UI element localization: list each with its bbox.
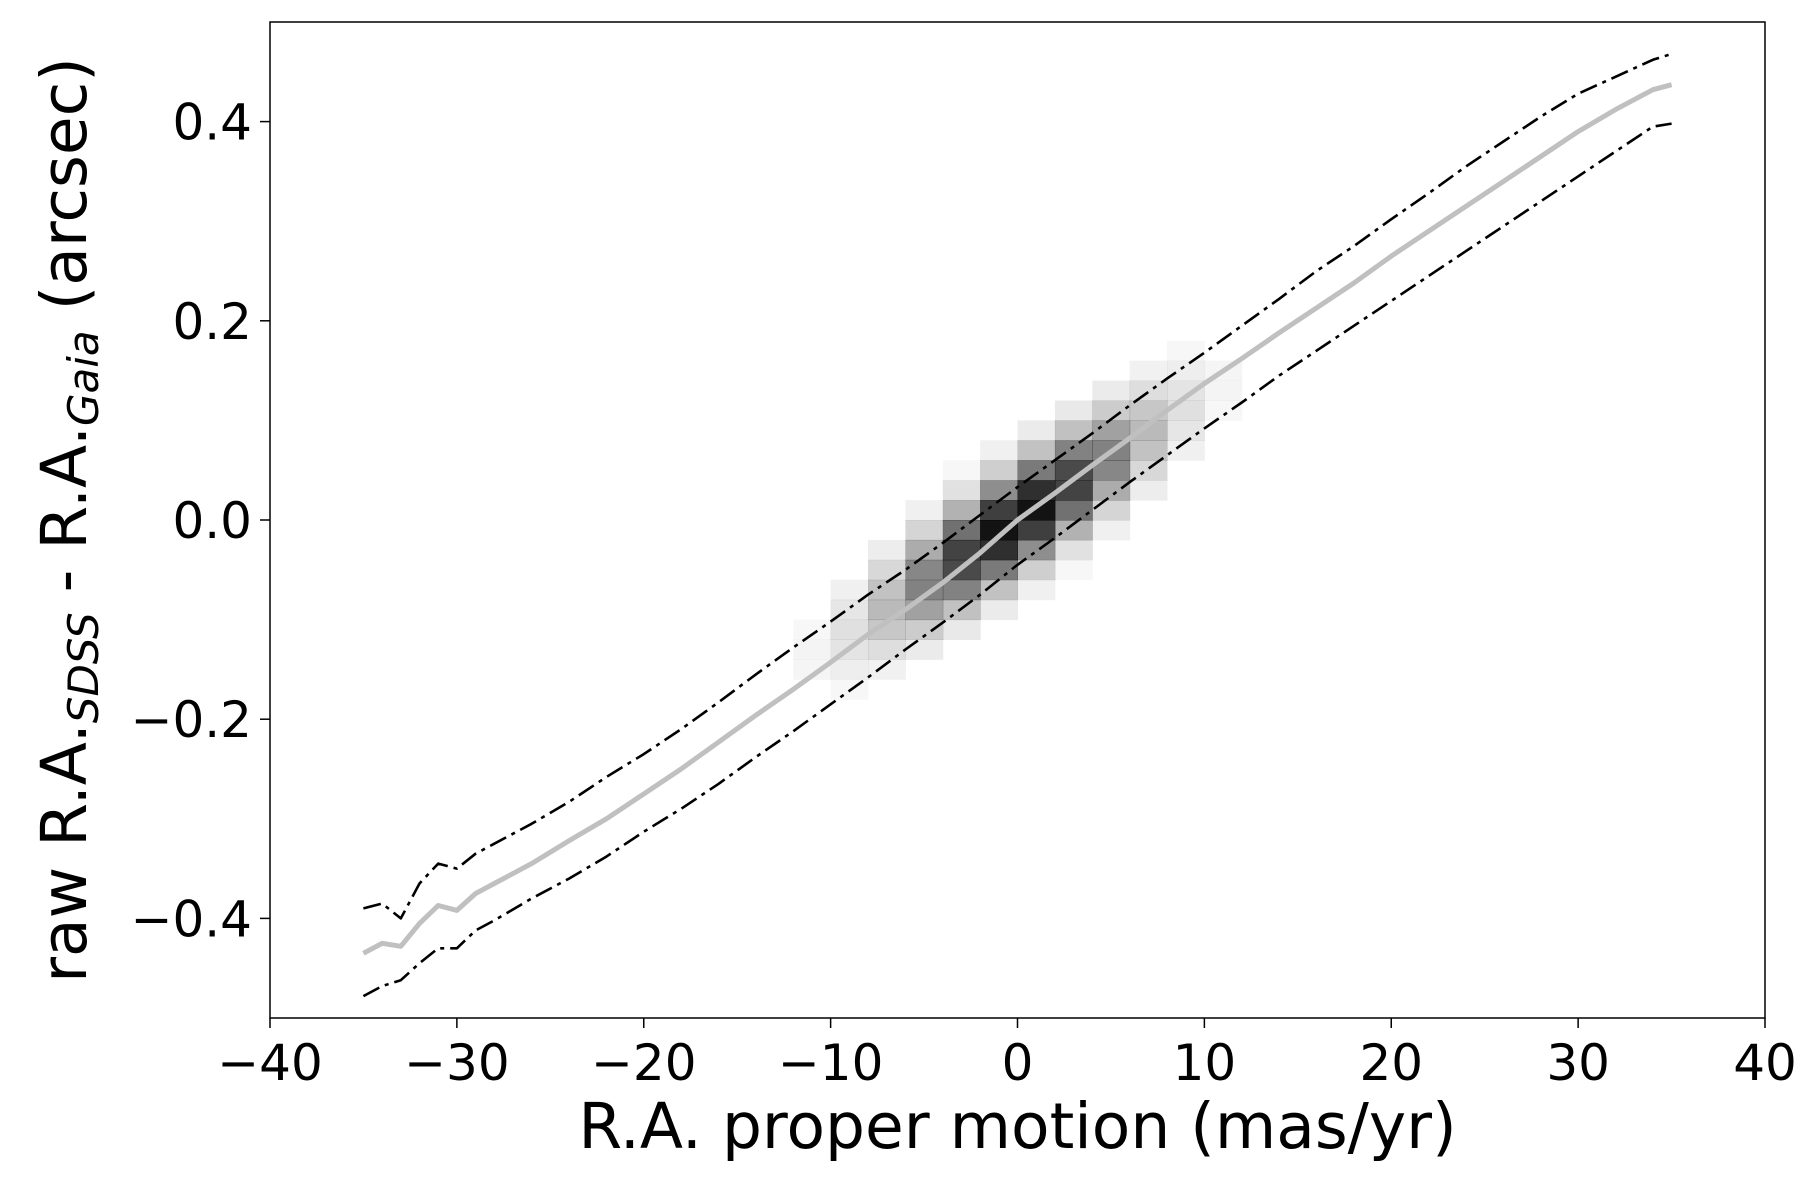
density-cell (1129, 400, 1168, 421)
y-axis: −0.4 −0.2 0.0 0.2 0.4 (131, 94, 270, 948)
density-cell (905, 559, 944, 581)
density-cell (1129, 360, 1168, 381)
density-cell (1017, 420, 1056, 441)
y-tick-label: −0.2 (131, 691, 252, 749)
density-cell (868, 559, 906, 581)
density-cell (1092, 380, 1131, 401)
line-series (362, 52, 1673, 998)
density-cell (905, 520, 944, 541)
density-cell (1204, 380, 1243, 401)
y-axis-label-sub-gaia: Gaia (59, 330, 108, 426)
density-cell (1129, 460, 1168, 481)
y-tick-label: −0.4 (131, 890, 252, 948)
density-cell (1092, 500, 1131, 521)
density-cell (1017, 440, 1056, 461)
density-cell (1017, 520, 1056, 541)
y-tick-label: 0.2 (172, 293, 252, 351)
density-cell (980, 460, 1018, 481)
density-cell (905, 579, 944, 601)
density-cell (868, 659, 906, 680)
density-cell (1167, 440, 1205, 461)
x-tick-label: 20 (1359, 1034, 1423, 1092)
y-tick-label: 0.0 (172, 492, 252, 550)
density-cell (1054, 460, 1093, 481)
density-cell (1054, 539, 1093, 561)
density-cell (905, 619, 944, 640)
density-cell (1092, 480, 1131, 501)
x-axis: −40 −30 −20 −10 0 10 20 30 40 (217, 1018, 1797, 1092)
density-cell (942, 480, 981, 501)
density-cell (1017, 480, 1056, 501)
density-cell (943, 460, 981, 480)
density-cell (1092, 420, 1131, 441)
x-tick-label: −40 (217, 1034, 323, 1092)
density-cell (1017, 460, 1056, 481)
density-cell (905, 639, 944, 660)
median-line (362, 82, 1673, 956)
density-cell (942, 539, 981, 561)
density-cell (793, 620, 831, 640)
x-tick-label: 30 (1546, 1034, 1610, 1092)
density-cell (1167, 380, 1205, 401)
y-tick-label: 0.4 (172, 94, 252, 152)
density-cell (980, 599, 1018, 621)
density-cell (868, 639, 906, 660)
density-cell (980, 579, 1018, 601)
density-cell (830, 659, 869, 680)
y-axis-label-prefix: raw R.A. (28, 723, 101, 983)
density-cell (1092, 400, 1131, 421)
density-cell (1017, 579, 1056, 601)
density-cell (980, 559, 1018, 581)
density-cell (980, 500, 1018, 521)
density-cell (1167, 420, 1205, 441)
density-cell (1054, 400, 1093, 421)
density-cell (1204, 401, 1242, 421)
density-cell (1167, 341, 1205, 361)
density-cell (1092, 520, 1131, 541)
x-tick-label: 10 (1173, 1034, 1237, 1092)
density-cell (868, 599, 906, 621)
density-cell (868, 579, 906, 601)
x-tick-label: −20 (591, 1034, 697, 1092)
density-cell (793, 639, 832, 660)
density-cell (905, 539, 944, 561)
lower-bound-line (362, 122, 1672, 998)
density-cell (1017, 559, 1056, 581)
x-tick-label: −10 (778, 1034, 884, 1092)
upper-bound-line (363, 52, 1672, 920)
x-tick-label: 0 (1002, 1034, 1034, 1092)
y-axis-label-suffix: (arcsec) (28, 57, 101, 330)
density-cell (1054, 440, 1093, 461)
density-cell (942, 579, 981, 601)
density-cell (1092, 460, 1131, 481)
density-cell (1055, 560, 1093, 580)
density-cell (1129, 380, 1168, 401)
density-cell (1129, 480, 1168, 501)
density-cell (793, 659, 832, 680)
density-heatmap (793, 341, 1243, 680)
density-cell (1054, 520, 1093, 541)
x-tick-label: 40 (1733, 1034, 1797, 1092)
density-cell (1167, 360, 1205, 381)
y-axis-label: raw R.A.SDSS - R.A.Gaia (arcsec) (28, 57, 108, 983)
density-cell (942, 500, 981, 521)
y-axis-label-sub-sdss: SDSS (59, 612, 108, 723)
density-cell (1129, 440, 1168, 461)
density-cell (830, 619, 869, 640)
density-cell (868, 619, 906, 640)
density-cell (868, 539, 906, 561)
density-cell (830, 579, 869, 601)
y-axis-label-middle: - R.A. (28, 426, 101, 612)
density-cell (980, 440, 1018, 461)
density-cell (942, 619, 981, 640)
density-cell (1054, 500, 1093, 521)
density-cell (905, 500, 944, 521)
x-axis-label: R.A. proper motion (mas/yr) (578, 1090, 1456, 1163)
density-cell (1129, 420, 1168, 441)
density-cell (1054, 420, 1093, 441)
x-tick-label: −30 (404, 1034, 510, 1092)
density-cell (980, 480, 1018, 501)
